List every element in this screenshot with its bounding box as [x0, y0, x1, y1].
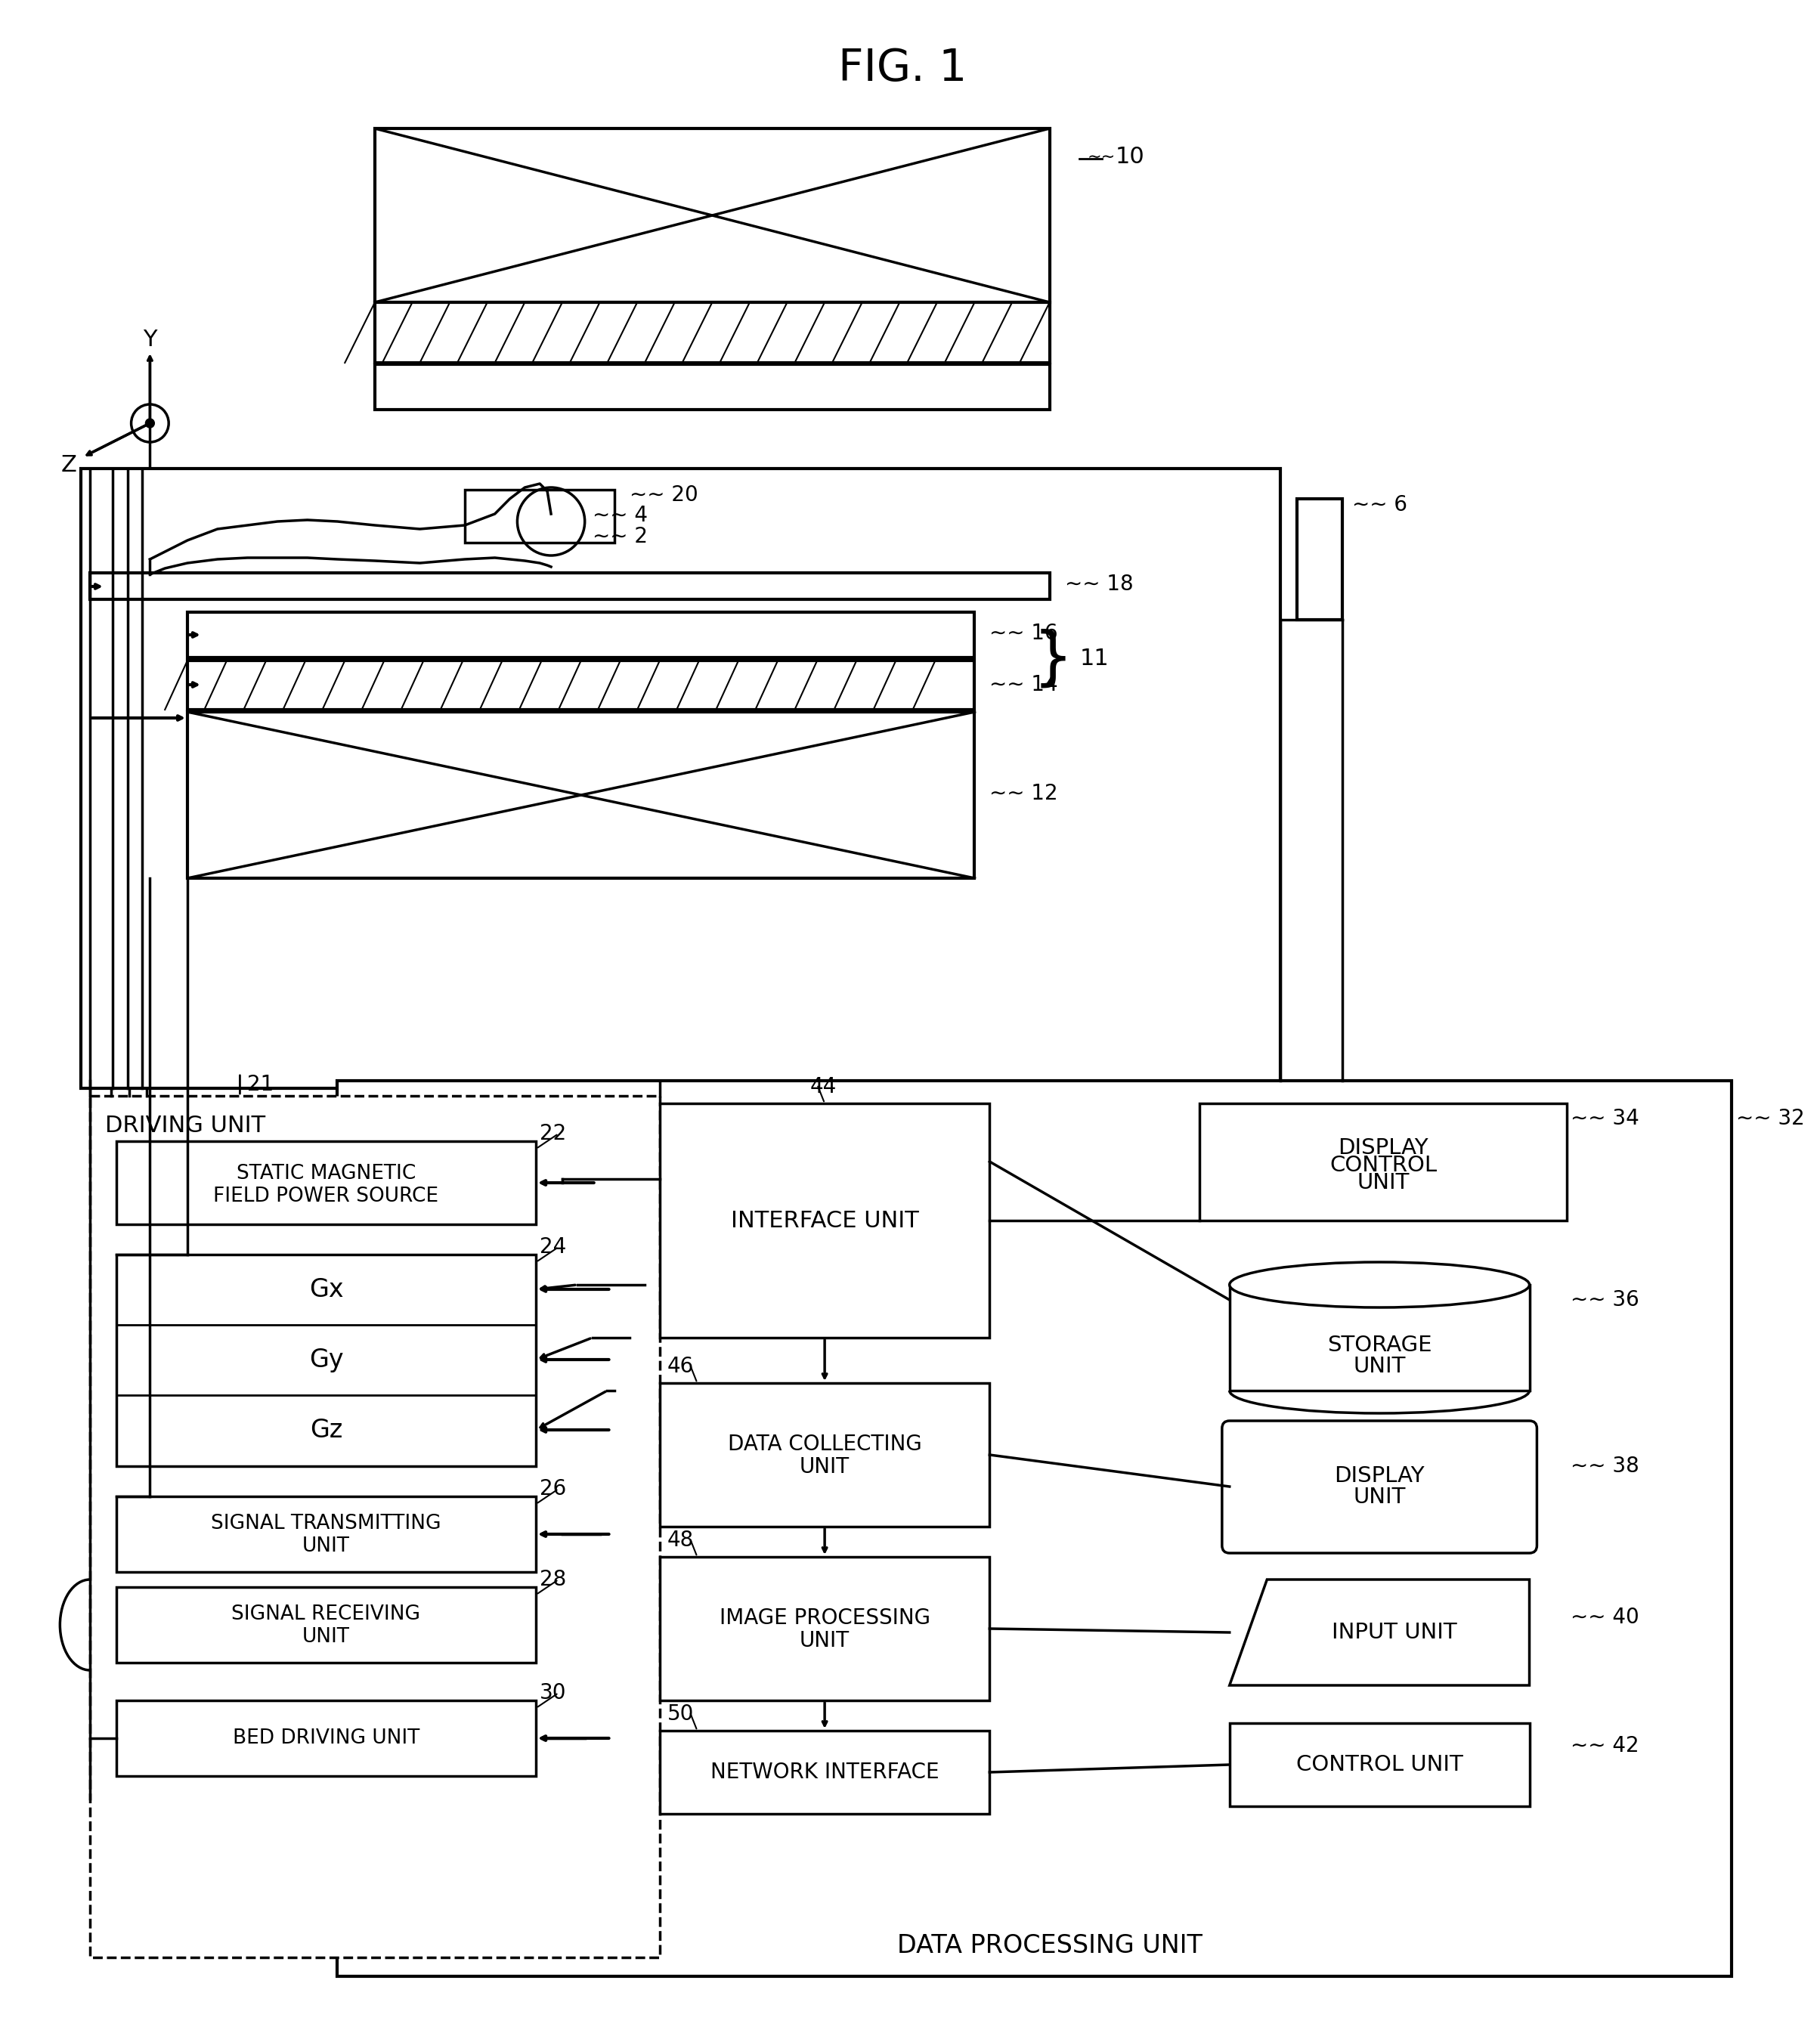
Text: IMAGE PROCESSING: IMAGE PROCESSING — [719, 1608, 930, 1629]
Text: DATA PROCESSING UNIT: DATA PROCESSING UNIT — [897, 1934, 1203, 1959]
Bar — [375, 364, 1050, 409]
Text: ∼∼ 18: ∼∼ 18 — [1065, 574, 1134, 595]
Bar — [116, 1588, 537, 1663]
Text: STORAGE: STORAGE — [1327, 1336, 1432, 1356]
Bar — [337, 1081, 1733, 1977]
Bar — [116, 1700, 537, 1775]
Bar — [187, 713, 976, 878]
Text: UNIT: UNIT — [799, 1631, 850, 1651]
Text: 44: 44 — [810, 1077, 837, 1097]
Bar — [80, 468, 1281, 1089]
Text: }: } — [1034, 629, 1074, 690]
Text: NETWORK INTERFACE: NETWORK INTERFACE — [710, 1761, 939, 1784]
Text: ∼∼ 38: ∼∼ 38 — [1571, 1456, 1640, 1476]
Text: 22: 22 — [541, 1124, 566, 1144]
Text: DATA COLLECTING: DATA COLLECTING — [728, 1433, 921, 1456]
Text: ∼∼: ∼∼ — [1087, 149, 1116, 165]
Bar — [1199, 1104, 1567, 1220]
Text: CONTROL: CONTROL — [1329, 1154, 1438, 1177]
FancyBboxPatch shape — [1221, 1421, 1536, 1553]
Text: ∼∼ 36: ∼∼ 36 — [1571, 1289, 1640, 1311]
Bar — [116, 1496, 537, 1572]
Text: ∼∼ 20: ∼∼ 20 — [630, 485, 699, 505]
Text: UNIT: UNIT — [799, 1456, 850, 1478]
Text: INTERFACE UNIT: INTERFACE UNIT — [730, 1209, 919, 1232]
Bar — [464, 491, 615, 544]
Text: UNIT: UNIT — [1358, 1173, 1409, 1193]
Bar — [659, 1731, 990, 1814]
Text: INPUT UNIT: INPUT UNIT — [1332, 1623, 1458, 1643]
Bar — [1230, 1285, 1529, 1391]
Bar — [375, 128, 1050, 301]
Bar — [116, 1142, 537, 1224]
Bar — [187, 613, 976, 658]
Bar — [89, 1095, 659, 1957]
Text: ∼∼ 40: ∼∼ 40 — [1571, 1606, 1640, 1629]
Text: SIGNAL RECEIVING: SIGNAL RECEIVING — [231, 1604, 420, 1625]
Bar — [659, 1104, 990, 1338]
Text: UNIT: UNIT — [1354, 1356, 1405, 1376]
Text: Gx: Gx — [309, 1277, 344, 1301]
Text: UNIT: UNIT — [302, 1537, 349, 1556]
Bar — [89, 572, 1050, 599]
Text: CONTROL UNIT: CONTROL UNIT — [1296, 1755, 1463, 1775]
Text: BED DRIVING UNIT: BED DRIVING UNIT — [233, 1729, 420, 1749]
Text: ∼∼ 42: ∼∼ 42 — [1571, 1735, 1640, 1757]
Text: FIG. 1: FIG. 1 — [839, 47, 966, 90]
Bar — [659, 1558, 990, 1700]
Polygon shape — [1230, 1580, 1529, 1686]
Text: ∼∼ 32: ∼∼ 32 — [1736, 1108, 1805, 1130]
Bar — [187, 660, 976, 711]
Bar — [1298, 499, 1341, 619]
Text: Z: Z — [62, 454, 76, 476]
Text: ∼∼ 4: ∼∼ 4 — [592, 505, 648, 525]
Text: STATIC MAGNETIC: STATIC MAGNETIC — [237, 1165, 415, 1183]
Bar — [116, 1254, 537, 1466]
Text: Y: Y — [144, 330, 157, 350]
Text: UNIT: UNIT — [302, 1627, 349, 1647]
Text: ∼∼ 16: ∼∼ 16 — [990, 623, 1057, 643]
Text: DISPLAY: DISPLAY — [1334, 1466, 1425, 1486]
Text: SIGNAL TRANSMITTING: SIGNAL TRANSMITTING — [211, 1515, 440, 1533]
Text: FIELD POWER SOURCE: FIELD POWER SOURCE — [213, 1187, 439, 1205]
Text: ∼∼ 2: ∼∼ 2 — [592, 525, 648, 548]
Text: UNIT: UNIT — [1354, 1486, 1405, 1509]
Circle shape — [146, 419, 155, 428]
Bar — [375, 301, 1050, 362]
Bar — [659, 1382, 990, 1527]
Text: ∼∼ 14: ∼∼ 14 — [990, 674, 1057, 694]
Text: ∼∼ 12: ∼∼ 12 — [990, 784, 1057, 804]
Text: ∼∼ 6: ∼∼ 6 — [1352, 495, 1407, 515]
Text: 30: 30 — [541, 1682, 566, 1704]
Text: 21: 21 — [248, 1073, 275, 1095]
Text: ∼∼ 34: ∼∼ 34 — [1571, 1108, 1640, 1130]
Bar — [1230, 1722, 1529, 1806]
Text: DISPLAY: DISPLAY — [1338, 1138, 1429, 1158]
Text: 11: 11 — [1079, 647, 1108, 670]
Text: 50: 50 — [668, 1704, 693, 1724]
Text: DRIVING UNIT: DRIVING UNIT — [106, 1116, 266, 1136]
Text: 48: 48 — [668, 1529, 693, 1551]
Text: 10: 10 — [1116, 147, 1145, 169]
Text: Gz: Gz — [309, 1417, 342, 1441]
Text: 26: 26 — [541, 1478, 566, 1498]
Text: 46: 46 — [668, 1356, 693, 1376]
Text: 24: 24 — [541, 1236, 566, 1258]
Text: 28: 28 — [541, 1570, 566, 1590]
Text: Gy: Gy — [309, 1348, 344, 1372]
Ellipse shape — [1230, 1262, 1529, 1307]
